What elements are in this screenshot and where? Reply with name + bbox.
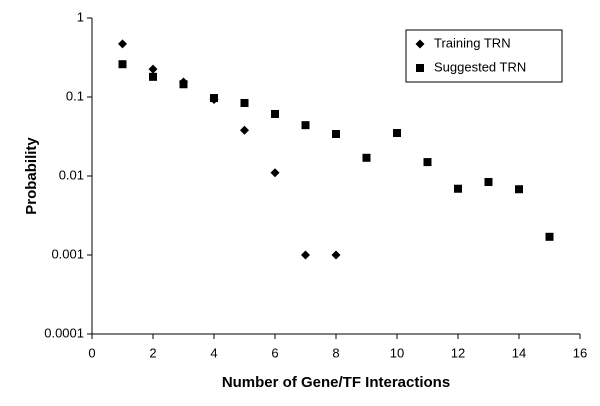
y-tick-label: 0.01 [59, 167, 84, 182]
diamond-marker [240, 125, 249, 135]
square-marker [118, 60, 127, 69]
square-marker [149, 72, 157, 81]
square-marker [301, 121, 310, 130]
x-tick-label: 10 [390, 345, 404, 360]
diamond-marker [148, 64, 158, 74]
legend-label: Training TRN [434, 35, 511, 50]
x-tick-label: 6 [271, 345, 278, 360]
square-marker [423, 158, 432, 167]
square-marker [515, 185, 523, 194]
x-tick-label: 14 [512, 345, 526, 360]
square-marker [240, 98, 249, 107]
diamond-marker [301, 250, 310, 260]
square-marker [271, 109, 279, 118]
x-tick-label: 2 [149, 345, 156, 360]
square-marker [332, 130, 340, 139]
x-tick-label: 16 [573, 345, 587, 360]
y-tick-label: 0.0001 [44, 325, 84, 340]
x-tick-label: 12 [451, 345, 465, 360]
diamond-marker [270, 168, 280, 178]
square-marker [416, 64, 424, 72]
diamond-marker [118, 39, 127, 49]
y-tick-label: 0.001 [51, 246, 84, 261]
x-axis-label: Number of Gene/TF Interactions [222, 374, 450, 391]
square-marker [179, 80, 188, 89]
y-tick-label: 0.1 [66, 88, 84, 103]
x-tick-label: 0 [88, 345, 95, 360]
x-tick-label: 8 [332, 345, 339, 360]
y-tick-label: 1 [77, 9, 84, 24]
legend-label: Suggested TRN [434, 59, 526, 74]
diamond-marker [415, 39, 425, 49]
diamond-marker [331, 250, 341, 260]
x-tick-label: 4 [210, 345, 217, 360]
square-marker [393, 129, 401, 138]
y-axis-label: Probability [23, 137, 40, 215]
square-marker [210, 94, 218, 103]
square-marker [484, 177, 493, 186]
square-marker [545, 232, 554, 241]
legend-box [405, 29, 563, 83]
square-marker [454, 184, 462, 193]
square-marker [362, 153, 371, 162]
